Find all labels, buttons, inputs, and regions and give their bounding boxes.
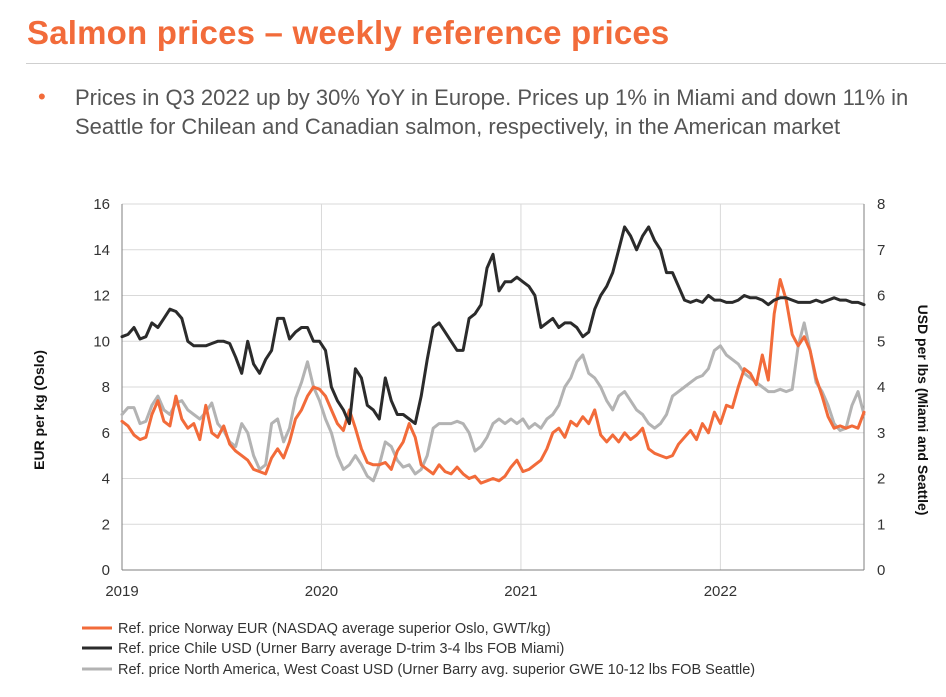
- chart-legend: Ref. price Norway EUR (NASDAQ average su…: [82, 621, 755, 678]
- right-tick-label: 1: [877, 516, 885, 533]
- series-line-1: [120, 225, 866, 426]
- x-tick-label: 2019: [105, 583, 138, 600]
- left-axis-ticks: 0 2 4 6 8 10 12 14 16: [93, 196, 110, 579]
- right-axis-ticks: 0 1 2 3 4 5 6 7 8: [877, 196, 885, 579]
- right-tick-label: 2: [877, 471, 885, 488]
- right-tick-label: 8: [877, 196, 885, 213]
- right-axis-title: USD per lbs (Miami and Seattle): [915, 305, 931, 516]
- legend-label: Ref. price Norway EUR (NASDAQ average su…: [118, 621, 551, 637]
- left-tick-label: 6: [102, 425, 110, 442]
- left-tick-label: 2: [102, 516, 110, 533]
- series-layer: [120, 225, 866, 485]
- left-tick-label: 10: [93, 333, 110, 350]
- right-tick-label: 6: [877, 288, 885, 305]
- left-tick-label: 14: [93, 242, 110, 259]
- x-tick-label: 2022: [704, 583, 737, 600]
- x-tick-label: 2021: [504, 583, 537, 600]
- left-tick-label: 4: [102, 471, 110, 488]
- page-title: Salmon prices – weekly reference prices: [27, 14, 670, 51]
- bullet-text: Prices in Q3 2022 up by 30% YoY in Europ…: [75, 85, 909, 139]
- x-tick-label: 2020: [305, 583, 338, 600]
- left-tick-label: 8: [102, 379, 110, 396]
- legend-label: Ref. price Chile USD (Urner Barry averag…: [118, 641, 564, 657]
- title-divider: [26, 63, 946, 64]
- bullet-dot-icon: •: [38, 84, 46, 109]
- left-tick-label: 0: [102, 562, 110, 579]
- right-tick-label: 7: [877, 242, 885, 259]
- plot-frame: [121, 204, 865, 571]
- legend-label: Ref. price North America, West Coast USD…: [118, 662, 755, 678]
- right-tick-label: 3: [877, 425, 885, 442]
- x-axis-ticks: 2019 2020 2021 2022: [105, 583, 737, 600]
- right-tick-label: 5: [877, 333, 885, 350]
- series-line-2: [120, 321, 866, 483]
- right-tick-label: 4: [877, 379, 885, 396]
- series-line-0: [120, 278, 866, 485]
- right-tick-label: 0: [877, 562, 885, 579]
- left-axis-title: EUR per kg (Oslo): [31, 350, 47, 470]
- left-tick-label: 16: [93, 196, 110, 213]
- left-tick-label: 12: [93, 288, 110, 305]
